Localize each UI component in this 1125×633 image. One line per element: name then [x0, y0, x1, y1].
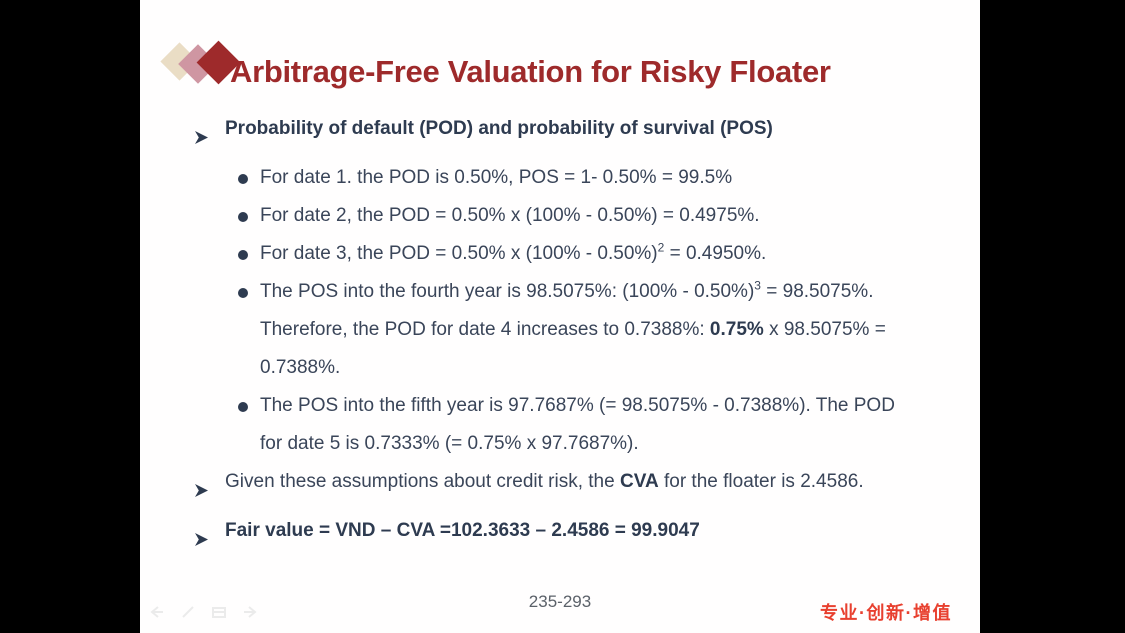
list-item-level2: The POS into the fifth year is 97.7687% … [140, 387, 980, 463]
brand-text: 专业·创新·增值 [820, 603, 952, 623]
bullet-text: For date 1. the POD is 0.50%, POS = 1- 0… [260, 167, 733, 188]
slide-title: Arbitrage-Free Valuation for Risky Float… [230, 54, 831, 89]
list-item-level1: Probability of default (POD) and probabi… [140, 110, 980, 159]
bullet-text: For date 2, the POD = 0.50% x (100% - 0.… [260, 205, 760, 226]
bullet-text: Fair value = VND – CVA =102.3633 – 2.458… [225, 520, 700, 541]
list-item-level1: Given these assumptions about credit ris… [140, 463, 980, 512]
pen-icon[interactable] [179, 604, 197, 620]
arrowhead-icon [195, 512, 225, 561]
slides-icon[interactable] [210, 604, 228, 620]
bullet-text: Given these assumptions about credit ris… [225, 471, 864, 492]
bullet-text: For date 3, the POD = 0.50% x (100% - 0.… [260, 240, 767, 264]
slideshow-nav [148, 604, 259, 620]
dot-icon [238, 387, 260, 412]
bullet-text: The POS into the fourth year is 98.5075%… [260, 278, 886, 378]
arrowhead-icon [195, 110, 225, 159]
bullet-text: The POS into the fifth year is 97.7687% … [260, 395, 895, 454]
list-item-level2: For date 3, the POD = 0.50% x (100% - 0.… [140, 235, 980, 273]
next-arrow-icon[interactable] [241, 604, 259, 620]
slide-title-row: Arbitrage-Free Valuation for Risky Float… [140, 0, 980, 110]
page-number: 235-293 [528, 592, 592, 611]
dot-icon [238, 197, 260, 222]
list-item-level2: For date 1. the POD is 0.50%, POS = 1- 0… [140, 159, 980, 197]
arrowhead-icon [195, 463, 225, 512]
prev-arrow-icon[interactable] [148, 604, 166, 620]
dot-icon [238, 235, 260, 260]
bullet-text: Probability of default (POD) and probabi… [225, 118, 773, 139]
list-item-level2: The POS into the fourth year is 98.5075%… [140, 273, 980, 387]
list-item-level2: For date 2, the POD = 0.50% x (100% - 0.… [140, 197, 980, 235]
list-item-level1: Fair value = VND – CVA =102.3633 – 2.458… [140, 512, 980, 561]
dot-icon [238, 273, 260, 298]
slide: Arbitrage-Free Valuation for Risky Float… [140, 0, 980, 633]
dot-icon [238, 159, 260, 184]
slide-content: Probability of default (POD) and probabi… [140, 110, 980, 561]
